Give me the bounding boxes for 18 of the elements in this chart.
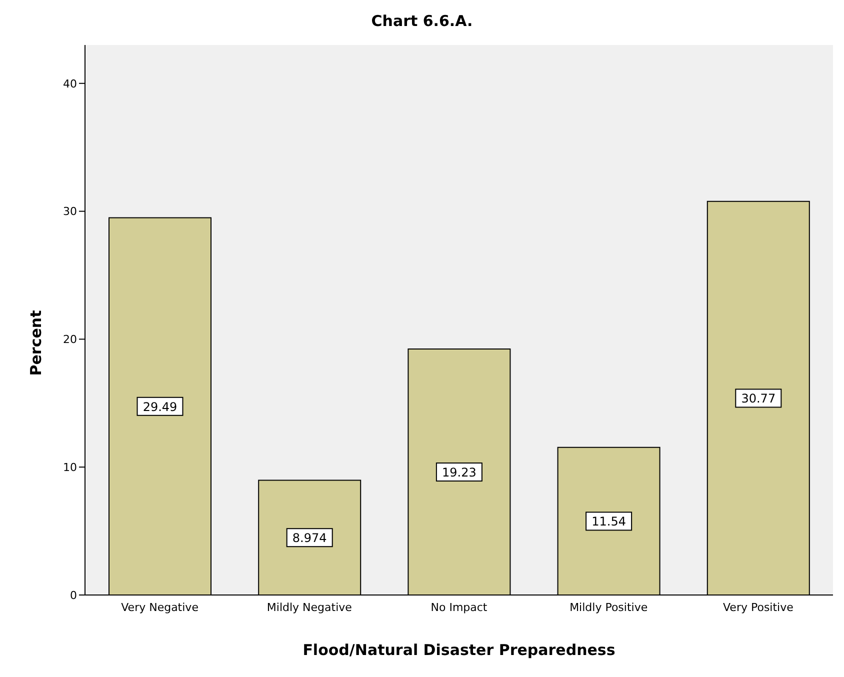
x-tick-label: No Impact	[430, 600, 488, 614]
data-label: 29.49	[142, 400, 178, 414]
y-tick-label: 0	[70, 588, 77, 602]
x-tick-label: Very Negative	[121, 600, 199, 614]
y-axis-title: Percent	[27, 310, 45, 376]
y-tick-label: 20	[63, 333, 77, 346]
chart-title: Chart 6.6.A.	[370, 12, 474, 30]
data-label: 19.23	[442, 466, 476, 480]
y-tick-label: 30	[63, 205, 77, 218]
data-label: 30.77	[741, 392, 776, 406]
y-tick-label: 40	[63, 77, 77, 90]
x-axis-title: Flood/Natural Disaster Preparedness	[302, 641, 616, 659]
data-label: 11.54	[592, 514, 626, 529]
x-tick-label: Mildly Positive	[570, 600, 648, 614]
x-tick-label: Mildly Negative	[266, 600, 352, 614]
x-tick-label: Very Positive	[723, 600, 794, 614]
y-tick-label: 10	[63, 461, 77, 474]
data-label: 8.974	[292, 531, 327, 546]
